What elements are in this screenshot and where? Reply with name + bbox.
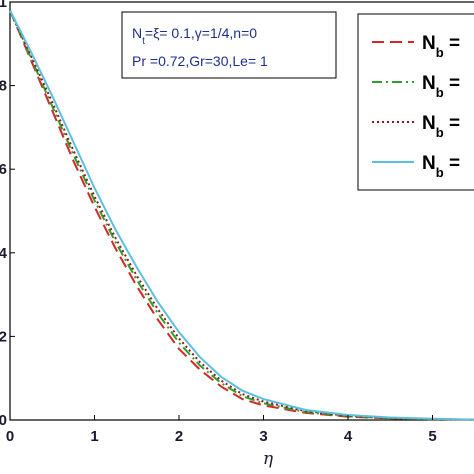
y-tick-label-4: .8 bbox=[0, 78, 7, 95]
x-axis-label: η bbox=[263, 449, 274, 469]
y-tick-label-1: .2 bbox=[0, 328, 7, 345]
legend-label-4: Nb = bbox=[422, 153, 460, 180]
legend-label-2: Nb = bbox=[422, 73, 460, 100]
x-tick-label-4: 4 bbox=[344, 428, 353, 445]
series-layer bbox=[9, 9, 474, 421]
legend-label-1: Nb = bbox=[422, 33, 460, 60]
y-tick-labels: 0 .2 .4 .6 .8 1 bbox=[0, 0, 8, 429]
legend-label-3: Nb = bbox=[422, 113, 460, 140]
parameter-annotation: Nt=ξ= 0.1,γ=1/4,n=0 Pr =0.72,Gr=30,Le= 1 bbox=[121, 11, 337, 79]
series-line-1 bbox=[9, 10, 474, 421]
y-tick-label-0: 0 bbox=[0, 412, 7, 429]
annotation-line-2: Pr =0.72,Gr=30,Le= 1 bbox=[132, 53, 268, 69]
x-tick-labels: 0 1 2 3 4 5 bbox=[6, 428, 437, 445]
ticks-layer bbox=[9, 1, 433, 421]
x-tick-label-5: 5 bbox=[428, 428, 436, 445]
legend-box bbox=[357, 13, 474, 191]
legend: Nb = Nb = Nb = Nb = bbox=[357, 13, 474, 191]
y-tick-label-2: .4 bbox=[0, 245, 8, 262]
annotation-box bbox=[121, 11, 337, 79]
x-tick-label-3: 3 bbox=[259, 428, 267, 445]
y-tick-label-5: 1 bbox=[0, 0, 7, 11]
x-tick-label-2: 2 bbox=[175, 428, 183, 445]
series-line-4 bbox=[9, 9, 474, 421]
x-tick-label-1: 1 bbox=[90, 428, 98, 445]
annotation-line-1: Nt=ξ= 0.1,γ=1/4,n=0 bbox=[132, 25, 257, 47]
x-tick-label-0: 0 bbox=[6, 428, 14, 445]
y-tick-label-3: .6 bbox=[0, 161, 7, 178]
